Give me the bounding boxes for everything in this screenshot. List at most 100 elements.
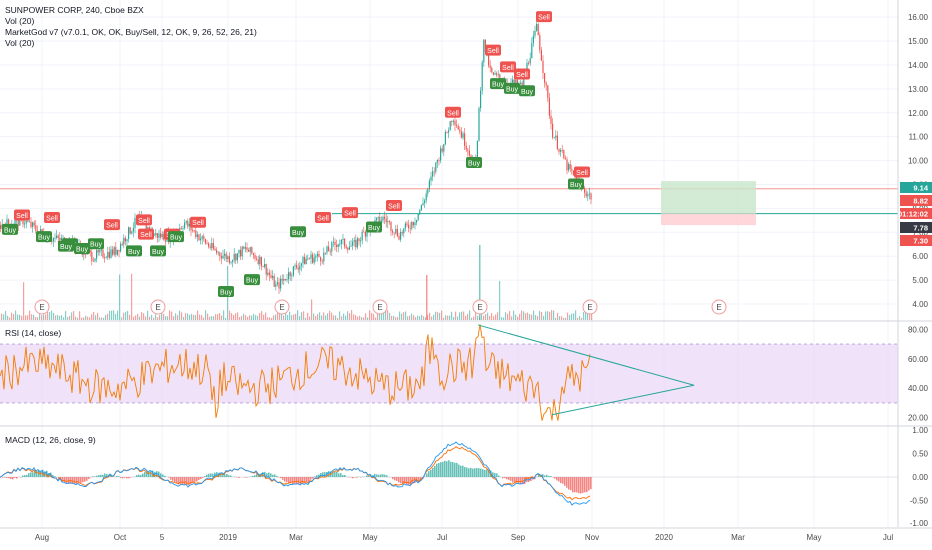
volume-bar [145,316,147,320]
macd-legend[interactable]: MACD (12, 26, close, 9) [5,435,96,445]
volume-bar [381,312,383,320]
volume-bar [421,314,423,320]
volume-bar [429,312,431,320]
volume-bar [433,314,435,320]
volume-bar [83,317,85,320]
volume-bar [555,317,557,320]
candle-body [91,252,93,261]
candle-body [158,233,160,238]
macd-histogram-bar [474,468,476,477]
macd-histogram-bar [28,473,30,477]
candle-body [515,79,517,84]
volume-bar [95,315,97,320]
volume-bar [209,316,211,320]
candle-body [396,228,398,237]
macd-histogram-bar [432,467,434,477]
candle-body [8,219,10,224]
candle-body [28,221,30,223]
candle-body [390,222,392,231]
candle-body [281,278,283,281]
volume-bar [217,314,219,320]
volume-bar [539,310,541,320]
candle-body [552,123,554,138]
candle-body [185,221,187,223]
time-axis[interactable]: Aug Oct 5 2019 Mar May Jul Sep Nov 2020 Mar May Jul [35,533,893,542]
rsi-axis[interactable]: 80.00 60.00 40.00 20.00 [908,325,929,422]
macd-histogram-bar [142,473,144,477]
macd-histogram-bar [464,466,466,477]
volume-bar [179,310,181,320]
volume-bar [155,314,157,320]
price-tick: 4.00 [912,300,928,309]
candle-body [92,260,94,262]
candle-body [443,143,445,152]
rsi-triangle [477,324,695,416]
candle-body [59,237,61,241]
macd-histogram-bar [488,469,490,477]
rsi-band [0,344,898,403]
macd-histogram-bar [372,475,374,477]
position-box[interactable] [661,181,756,226]
volume-bar [103,317,105,320]
volume-bar [481,313,483,320]
candle-body [110,249,112,258]
earnings-marker [372,299,388,315]
macd-histogram-bar [116,475,118,477]
volume-legend-2[interactable]: Vol (20) [5,38,35,48]
price-axis[interactable]: 16.0015.0014.0013.0012.0011.0010.009.008… [898,13,932,309]
volume-bar [251,315,253,320]
candle-body [478,108,480,141]
macd-histogram-bar [324,472,326,477]
candle-body [425,193,427,201]
macd-tick: 0.00 [912,473,928,482]
macd-histogram-bar [32,472,34,477]
volume-bar [97,312,99,320]
volume-bar [487,312,489,320]
volume-legend[interactable]: Vol (20) [5,16,35,26]
macd-histogram-bar [124,477,126,478]
volume-bar [119,274,121,320]
candle-body [496,73,498,75]
volume-bar [137,313,139,320]
signal-label: Buy [90,242,103,249]
macd-axis[interactable]: 1.00 0.50 0.00 -0.50 -1.00 [910,426,929,528]
candle-body [492,72,494,75]
candle-body [377,216,379,219]
volume-bar [311,299,313,320]
macd-histogram-bar [192,477,194,483]
macd-histogram-bar [168,477,170,478]
volume-bar [71,312,73,320]
volume-bar [525,313,527,320]
volume-bar [423,316,425,320]
candle-body [588,193,590,195]
macd-histogram-bar [298,477,300,485]
symbol-title[interactable]: SUNPOWER CORP, 240, Cboe BZX [5,5,144,15]
macd-histogram-bar [158,471,160,477]
candle-body [195,230,197,238]
signal-label: Buy [521,89,534,96]
volume-bar [377,312,379,320]
price-tag [900,235,932,246]
signal-label: Sell [487,48,499,55]
candle-body [292,266,294,276]
macd-histogram-bar [392,477,394,480]
volume-bar [587,311,589,320]
volume-bar [219,313,221,320]
volume-bar [313,313,315,320]
candle-body [366,230,368,237]
macd-histogram-bar [410,477,412,486]
volume-bar [349,313,351,320]
macd-line [0,441,591,506]
candle-body [32,222,34,227]
candle-body [547,85,549,98]
rsi-legend[interactable]: RSI (14, close) [5,328,62,338]
volume-bar [453,316,455,320]
volume-bar [371,312,373,320]
volume-bar [223,310,225,320]
candle-body [328,246,330,252]
marketgod-legend[interactable]: MarketGod v7 (v7.0.1, OK, OK, Buy/Sell, … [5,27,257,37]
candle-body [214,248,216,251]
candle-body [563,150,565,159]
macd-histogram-bar [494,472,496,477]
